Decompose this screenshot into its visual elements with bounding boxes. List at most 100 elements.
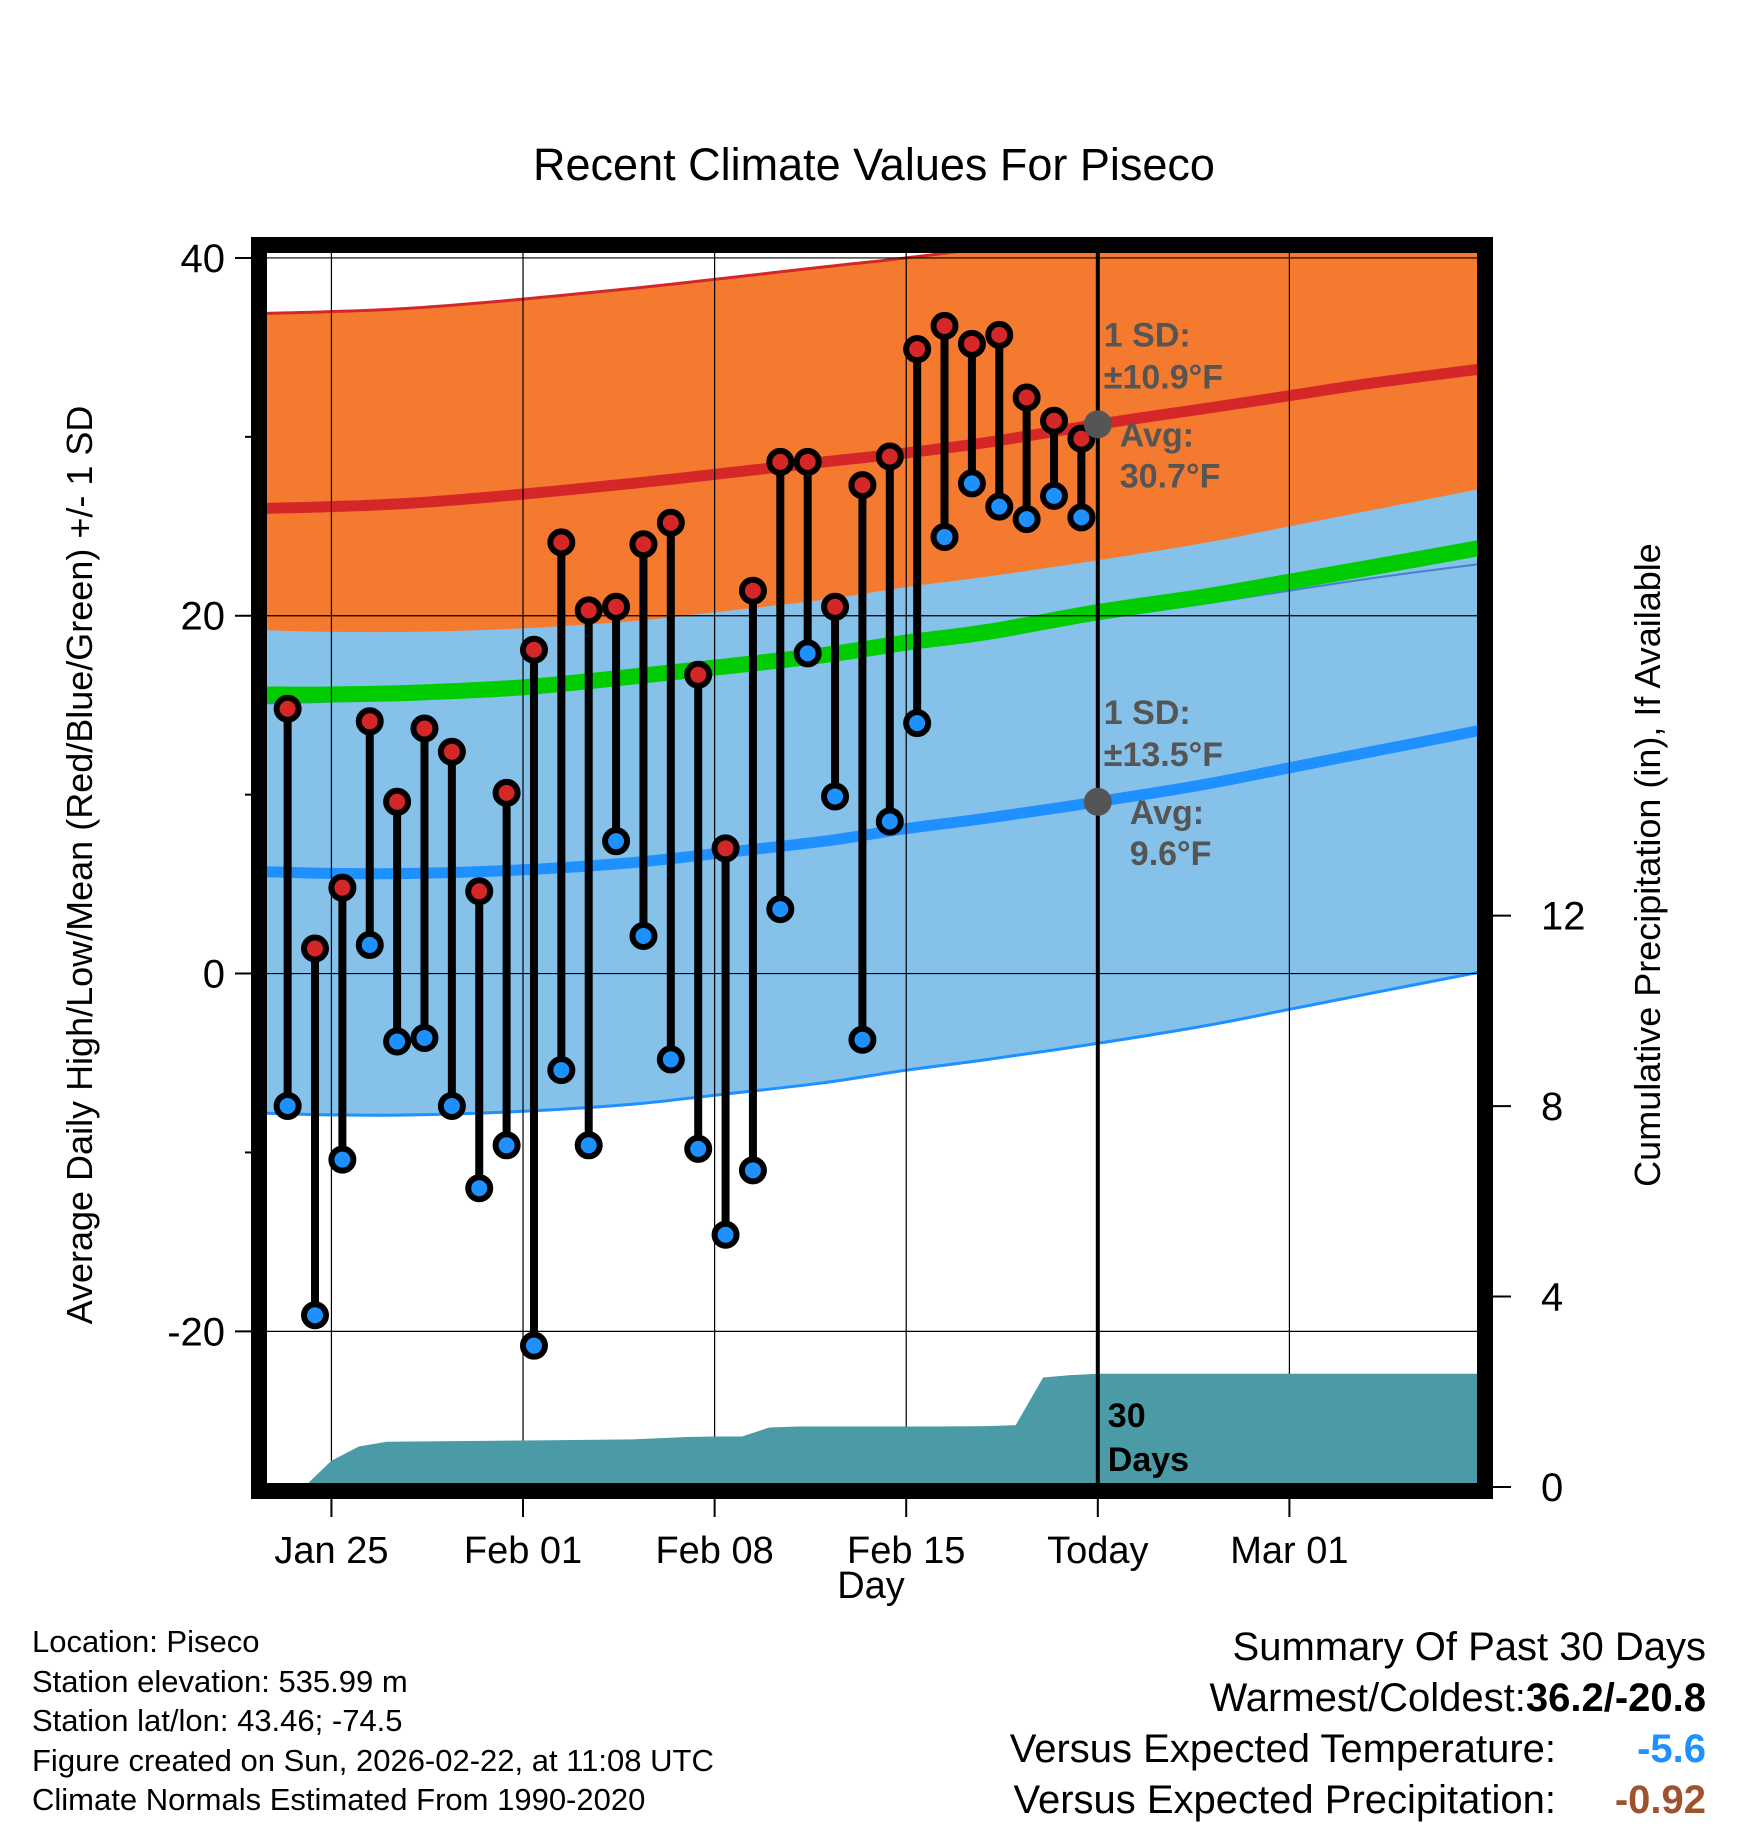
observed-high-marker — [684, 660, 713, 689]
observed-low-marker — [766, 895, 795, 924]
summary-title: Summary Of Past 30 Days — [1232, 1625, 1706, 1669]
high-avg-label: Avg: — [1120, 416, 1194, 454]
observed-low-marker — [328, 1145, 357, 1174]
latlon-text: Station lat/lon: 43.46; -74.5 — [32, 1703, 403, 1738]
observed-high-marker — [328, 873, 357, 902]
observed-low-marker — [355, 930, 384, 959]
observed-low-marker — [684, 1134, 713, 1163]
observed-low-marker — [602, 827, 631, 856]
cumulative-precip-area — [263, 1373, 1481, 1487]
x-tick-label: Today — [1047, 1530, 1148, 1572]
observed-high-marker — [383, 787, 412, 816]
avg-high-line — [263, 363, 1481, 514]
observed-low-marker — [656, 1045, 685, 1074]
y-tick-label: -20 — [167, 1310, 225, 1354]
observed-high-marker — [273, 694, 302, 723]
observed-high-marker — [821, 592, 850, 621]
x-tick-label: Feb 01 — [464, 1530, 582, 1572]
observed-high-marker — [656, 508, 685, 537]
x-axis-label: Day — [837, 1565, 905, 1607]
observed-high-marker — [930, 311, 959, 340]
low-sd-band — [263, 488, 1481, 1116]
observed-low-marker — [410, 1023, 439, 1052]
location-text: Location: Piseco — [32, 1624, 260, 1659]
observed-low-marker — [574, 1131, 603, 1160]
observed-low-marker — [930, 523, 959, 552]
observed-low-marker — [547, 1056, 576, 1085]
observed-high-marker — [355, 707, 384, 736]
warmest-value: 36.2/-20.8 — [1525, 1676, 1706, 1720]
observed-high-marker — [711, 834, 740, 863]
x-tick-label: Jan 25 — [274, 1530, 388, 1572]
observed-low-marker — [903, 709, 932, 738]
summary-panel: Summary Of Past 30 Days Warmest/Coldest:… — [1010, 1622, 1706, 1826]
observed-low-marker — [437, 1091, 466, 1120]
observed-high-marker — [492, 778, 521, 807]
low-avg-value: 9.6°F — [1130, 835, 1212, 873]
x-tick-label: Mar 01 — [1230, 1530, 1348, 1572]
x-tick-label: Feb 08 — [655, 1530, 773, 1572]
observed-low-marker — [738, 1156, 767, 1185]
observed-high-marker — [629, 530, 658, 559]
low-sd-label: 1 SD: — [1104, 694, 1191, 732]
y-axis-label: Average Daily High/Low/Mean (Red/Blue/Gr… — [59, 406, 100, 1325]
observed-low-marker — [793, 639, 822, 668]
station-info: Location: Piseco Station elevation: 535.… — [32, 1622, 714, 1820]
summary-warmest-row: Warmest/Coldest: 36.2/-20.8 — [1010, 1673, 1706, 1724]
high-sd-upper-line — [263, 249, 987, 315]
observed-high-marker — [875, 442, 904, 471]
observed-high-marker — [766, 447, 795, 476]
y-tick-label: 0 — [203, 953, 225, 997]
y2-tick-label: 4 — [1541, 1276, 1563, 1320]
high-avg-value: 30.7°F — [1120, 457, 1221, 495]
high-sd-value: ±10.9°F — [1104, 358, 1223, 396]
observed-low-marker — [821, 782, 850, 811]
precip-label: Versus Expected Precipitation: — [1013, 1778, 1556, 1822]
observed-high-marker — [957, 329, 986, 358]
observed-low-marker — [875, 807, 904, 836]
observed-low-marker — [629, 921, 658, 950]
low-sd-value: ±13.5°F — [1104, 736, 1223, 774]
warmest-label: Warmest/Coldest: — [1209, 1676, 1526, 1720]
y2-tick-label: 12 — [1541, 895, 1586, 939]
observed-low-marker — [1067, 503, 1096, 532]
observed-high-marker — [602, 592, 631, 621]
observed-high-marker — [738, 576, 767, 605]
high-sd-label: 1 SD: — [1104, 316, 1191, 354]
observed-low-marker — [1040, 481, 1069, 510]
plot-frame — [251, 237, 1493, 1499]
temp-value: -5.6 — [1637, 1727, 1706, 1771]
observed-low-marker — [492, 1131, 521, 1160]
y2-tick-label: 8 — [1541, 1085, 1563, 1129]
low-avg-label: Avg: — [1130, 794, 1204, 832]
observed-high-marker — [793, 447, 822, 476]
observed-low-marker — [957, 469, 986, 498]
created-text: Figure created on Sun, 2026-02-22, at 11… — [32, 1742, 714, 1778]
y-tick-label: 40 — [181, 237, 226, 281]
observed-high-marker — [437, 737, 466, 766]
observed-high-marker — [903, 335, 932, 364]
observed-low-marker — [273, 1091, 302, 1120]
observed-high-marker — [574, 596, 603, 625]
precip-days-unit: Days — [1108, 1441, 1189, 1479]
observed-high-marker — [519, 635, 548, 664]
observed-low-marker — [985, 492, 1014, 521]
x-tick-label: Feb 15 — [847, 1530, 965, 1572]
summary-temp-row: Versus Expected Temperature: -5.6 — [1010, 1724, 1706, 1775]
observed-low-marker — [301, 1301, 330, 1330]
low-sd-lower-line — [263, 970, 1481, 1117]
observed-low-marker — [465, 1174, 494, 1203]
observed-low-marker — [1012, 505, 1041, 534]
y2-tick-label: 0 — [1541, 1466, 1563, 1510]
observed-low-marker — [519, 1331, 548, 1360]
normals-text: Climate Normals Estimated From 1990-2020 — [32, 1782, 646, 1817]
observed-low-marker — [711, 1220, 740, 1249]
observed-low-marker — [848, 1025, 877, 1054]
observed-high-marker — [1067, 424, 1096, 453]
y-tick-label: 20 — [181, 595, 226, 639]
observed-high-marker — [1040, 406, 1069, 435]
today-avg-high-dot — [1083, 410, 1112, 439]
elevation-text: Station elevation: 535.99 m — [32, 1663, 408, 1699]
y2-axis-label: Cumulative Precipitation (in), If Availa… — [1627, 543, 1668, 1187]
observed-high-marker — [848, 471, 877, 500]
